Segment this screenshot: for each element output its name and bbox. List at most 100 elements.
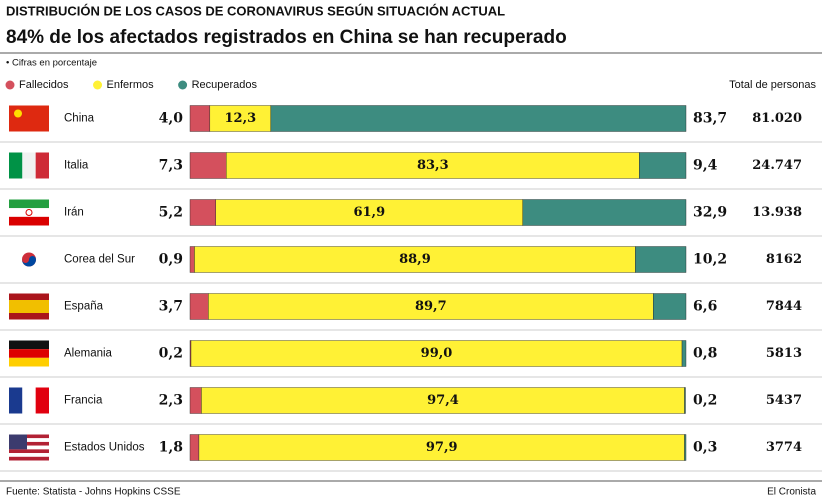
category-label: Alemania: [64, 348, 113, 360]
flag: [9, 434, 49, 461]
value-label: 6,6: [693, 299, 717, 315]
value-label: 32,9: [693, 205, 727, 221]
total-label: 8162: [766, 252, 802, 267]
bar-segment: [189, 199, 216, 226]
flag-part: [25, 209, 33, 216]
note: • Cifras en porcentaje: [6, 58, 97, 69]
flag-part: [9, 434, 49, 439]
bar-segment: [198, 434, 685, 461]
value-label: 89,7: [415, 299, 447, 314]
flag-part: [9, 152, 23, 179]
category-label: Estados Unidos: [64, 442, 145, 454]
flag-part: [9, 449, 49, 454]
source: Fuente: Statista - Johns Hopkins CSSE: [6, 487, 181, 498]
flag-part: [9, 453, 49, 457]
flag-part: [9, 445, 49, 450]
flag-part: [9, 441, 49, 446]
value-label: 5,2: [159, 205, 183, 221]
chart-subtitle: 84% de los afectados registrados en Chin…: [6, 27, 567, 48]
value-label: 88,9: [399, 252, 431, 267]
bar-segment: [189, 293, 209, 320]
bar-segment: [639, 152, 687, 179]
flag: [9, 387, 49, 414]
bar-segment: [209, 105, 272, 132]
totals-header: Total de personas: [729, 79, 816, 91]
flag-part: [9, 105, 49, 132]
value-label: 1,8: [159, 440, 183, 456]
bar-segment: [522, 199, 687, 226]
bar-segment: [189, 434, 200, 461]
category-label: China: [64, 113, 95, 125]
value-label: 83,7: [693, 111, 727, 127]
legend-swatch: [5, 80, 15, 90]
bar-segment: [189, 152, 227, 179]
bar-segment: [653, 293, 687, 320]
bar-segment: [208, 293, 654, 320]
value-label: 9,4: [693, 158, 718, 174]
category-label: Irán: [64, 207, 84, 219]
value-label: 12,3: [225, 111, 257, 126]
value-label: 83,3: [417, 158, 449, 173]
bar-segment: [201, 387, 685, 414]
flag-part: [22, 256, 37, 267]
flag-part: [9, 387, 23, 414]
value-label: 0,2: [159, 346, 183, 362]
flag-part: [9, 313, 49, 320]
flag-part: [22, 152, 36, 179]
total-label: 7844: [766, 299, 802, 314]
bar-segment: [189, 105, 211, 132]
value-label: 97,4: [427, 393, 459, 408]
flag-part: [9, 349, 49, 358]
category-label: España: [64, 301, 104, 313]
value-label: 2,3: [159, 393, 183, 409]
flag: [9, 246, 49, 273]
legend-swatch: [178, 80, 188, 90]
total-label: 81.020: [752, 111, 802, 126]
value-label: 7,3: [159, 158, 183, 174]
bar-segment: [684, 434, 687, 461]
flag-part: [9, 456, 49, 461]
value-label: 10,2: [693, 252, 727, 268]
flag-part: [9, 434, 27, 450]
flag-part: [35, 152, 49, 179]
chart-title: DISTRIBUCIÓN DE LOS CASOS DE CORONAVIRUS…: [6, 3, 505, 18]
legend-swatch: [93, 80, 103, 90]
value-label: 97,9: [426, 440, 458, 455]
total-label: 5813: [766, 346, 802, 361]
value-label: 0,2: [693, 393, 717, 409]
flag: [9, 293, 49, 320]
value-label: 3,7: [159, 299, 183, 315]
category-label: Corea del Sur: [64, 254, 135, 266]
flag-part: [9, 293, 49, 300]
total-label: 24.747: [752, 158, 802, 173]
bar-segment: [681, 340, 687, 367]
total-label: 3774: [766, 440, 802, 455]
bar-segment: [189, 246, 195, 273]
flag-part: [9, 300, 49, 313]
flag-part: [9, 208, 49, 217]
total-label: 13.938: [752, 205, 802, 220]
flag: [9, 199, 49, 226]
flag-part: [22, 387, 36, 414]
bar-segment: [684, 387, 686, 414]
total-label: 5437: [766, 393, 802, 408]
value-label: 0,9: [159, 252, 183, 268]
value-label: 0,3: [693, 440, 717, 456]
bar-segment: [190, 340, 683, 367]
flag-part: [35, 387, 49, 414]
flag-part: [9, 340, 49, 350]
flag: [9, 105, 49, 132]
category-label: Italia: [64, 160, 89, 172]
bar-segment: [270, 105, 687, 132]
flag-part: [9, 438, 49, 442]
value-label: 99,0: [421, 346, 453, 361]
value-label: 61,9: [353, 205, 385, 220]
category-label: Francia: [64, 395, 103, 407]
flag-part: [9, 357, 49, 367]
bar-segment: [189, 387, 202, 414]
legend-label: Fallecidos: [19, 79, 69, 91]
bar-segment: [635, 246, 687, 273]
bar-segment: [226, 152, 640, 179]
flag: [9, 340, 49, 367]
